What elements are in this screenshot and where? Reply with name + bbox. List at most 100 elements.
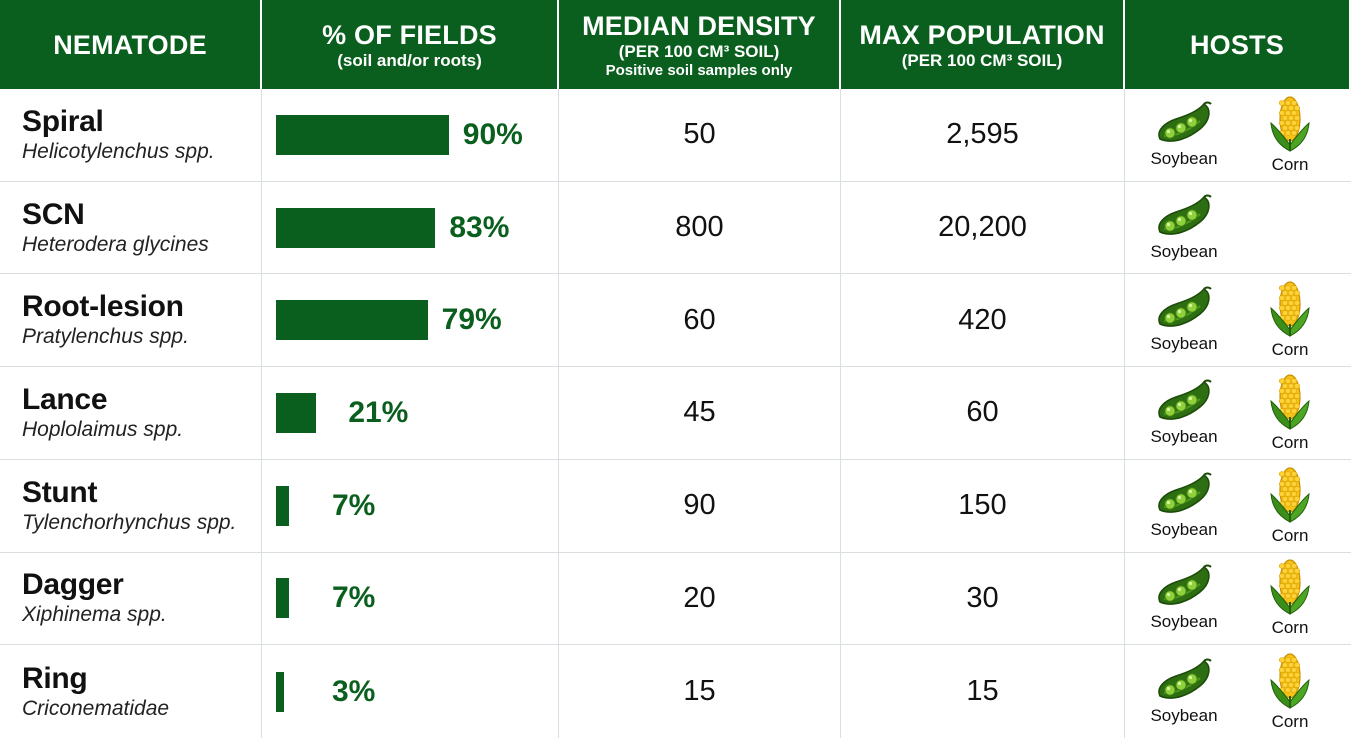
nematode-scientific-name: Helicotylenchus spp.: [22, 139, 215, 163]
percent-fields-cell: 7%: [262, 552, 559, 646]
percent-bar: [276, 485, 290, 526]
nematode-name-cell: SCN Heterodera glycines: [0, 181, 262, 275]
soybean-host: Soybean: [1139, 557, 1229, 641]
nematode-common-name: Dagger: [22, 568, 124, 602]
percent-label: 90%: [462, 117, 523, 151]
corn-icon: [1268, 558, 1312, 616]
soybean-host: Soybean: [1139, 278, 1229, 362]
median-density-value: 45: [559, 367, 841, 460]
percent-fields-cell: 90%: [262, 89, 559, 182]
host-label: Corn: [1271, 154, 1309, 174]
nematode-common-name: Ring: [22, 661, 88, 695]
host-label: Soybean: [1150, 519, 1218, 539]
host-label: Soybean: [1150, 241, 1218, 261]
soybean-host: Soybean: [1139, 371, 1229, 455]
median-density-value: 15: [559, 645, 841, 738]
percent-fields-cell: 7%: [262, 459, 559, 553]
percent-bar: [276, 114, 449, 155]
nematode-scientific-name: Pratylenchus spp.: [22, 325, 189, 349]
percent-fields-cell: 83%: [262, 181, 559, 275]
nematode-common-name: SCN: [22, 197, 85, 231]
percent-label: 3%: [332, 674, 376, 708]
percent-bar: [276, 207, 436, 248]
percent-fields-cell: 21%: [262, 367, 559, 460]
host-label: Soybean: [1150, 426, 1218, 446]
hosts-cell: Soybean Corn: [1125, 459, 1351, 553]
percent-label: 7%: [332, 488, 376, 522]
header-max-population: MAX POPULATION (PER 100 CM³ SOIL): [841, 0, 1125, 89]
corn-icon: [1268, 95, 1312, 153]
header-percent-fields: % OF FIELDS (soil and/or roots): [262, 0, 559, 89]
header-hosts: HOSTS: [1125, 0, 1351, 89]
corn-icon: [1268, 280, 1312, 338]
nematode-name-cell: Spiral Helicotylenchus spp.: [0, 89, 262, 182]
soybean-host: Soybean: [1139, 93, 1229, 177]
nematode-common-name: Spiral: [22, 104, 104, 138]
host-label: Corn: [1271, 618, 1309, 638]
soybean-icon: [1154, 564, 1214, 610]
soybean-icon: [1154, 658, 1214, 704]
percent-bar: [276, 392, 317, 433]
header-nematode: NEMATODE: [0, 0, 262, 89]
corn-host: Corn: [1245, 464, 1335, 548]
nematode-name-cell: Stunt Tylenchorhynchus spp.: [0, 459, 262, 553]
host-label: Soybean: [1150, 612, 1218, 632]
max-population-value: 150: [841, 459, 1125, 553]
header-median-density: MEDIAN DENSITY (PER 100 CM³ SOIL) Positi…: [559, 0, 841, 89]
percent-bar: [276, 578, 290, 619]
nematode-name-cell: Root-lesion Pratylenchus spp.: [0, 274, 262, 368]
median-density-value: 60: [559, 274, 841, 368]
corn-icon: [1268, 652, 1312, 710]
hosts-cell: Soybean Corn: [1125, 645, 1351, 738]
percent-label: 7%: [332, 581, 376, 615]
host-label: Corn: [1271, 525, 1309, 545]
hosts-cell: Soybean Corn: [1125, 552, 1351, 646]
nematode-name-cell: Dagger Xiphinema spp.: [0, 552, 262, 646]
percent-bar: [276, 671, 284, 712]
nematode-common-name: Root-lesion: [22, 290, 184, 324]
max-population-value: 15: [841, 645, 1125, 738]
max-population-value: 2,595: [841, 89, 1125, 182]
nematode-scientific-name: Tylenchorhynchus spp.: [22, 510, 237, 534]
corn-host: Corn: [1245, 371, 1335, 455]
host-label: Corn: [1271, 340, 1309, 360]
header-percent-fields-title: % OF FIELDS: [322, 19, 497, 50]
host-label: Soybean: [1150, 334, 1218, 354]
percent-label: 21%: [348, 395, 409, 429]
nematode-name-cell: Lance Hoplolaimus spp.: [0, 367, 262, 460]
soybean-icon: [1154, 101, 1214, 147]
header-hosts-title: HOSTS: [1189, 29, 1284, 60]
corn-icon: [1268, 466, 1312, 524]
median-density-value: 90: [559, 459, 841, 553]
hosts-cell: Soybean Corn: [1125, 274, 1351, 368]
corn-host: Corn: [1245, 649, 1335, 734]
header-median-density-note: Positive soil samples only: [605, 61, 793, 79]
corn-host: Corn: [1245, 93, 1335, 177]
host-label: Soybean: [1150, 148, 1218, 168]
nematode-common-name: Lance: [22, 382, 108, 416]
percent-fields-cell: 3%: [262, 645, 559, 738]
hosts-cell: Soybean Corn: [1125, 367, 1351, 460]
nematode-common-name: Stunt: [22, 475, 98, 509]
corn-host: Corn: [1245, 278, 1335, 362]
header-median-density-title: MEDIAN DENSITY: [582, 10, 816, 41]
header-nematode-title: NEMATODE: [53, 29, 207, 60]
soybean-host: Soybean: [1139, 186, 1229, 270]
median-density-value: 50: [559, 89, 841, 182]
soybean-icon: [1154, 194, 1214, 240]
hosts-cell: Soybean Corn: [1125, 89, 1351, 182]
soybean-icon: [1154, 472, 1214, 518]
max-population-value: 420: [841, 274, 1125, 368]
nematode-scientific-name: Criconematidae: [22, 696, 170, 720]
max-population-value: 60: [841, 367, 1125, 460]
median-density-value: 800: [559, 181, 841, 275]
host-label: Soybean: [1150, 705, 1218, 725]
corn-host: Corn: [1245, 557, 1335, 641]
header-max-population-unit: (PER 100 CM³ SOIL): [901, 50, 1063, 70]
nematode-scientific-name: Heterodera glycines: [22, 232, 209, 256]
nematode-name-cell: Ring Criconematidae: [0, 645, 262, 738]
percent-label: 79%: [441, 303, 502, 337]
soybean-host: Soybean: [1139, 464, 1229, 548]
nematode-scientific-name: Hoplolaimus spp.: [22, 417, 184, 441]
